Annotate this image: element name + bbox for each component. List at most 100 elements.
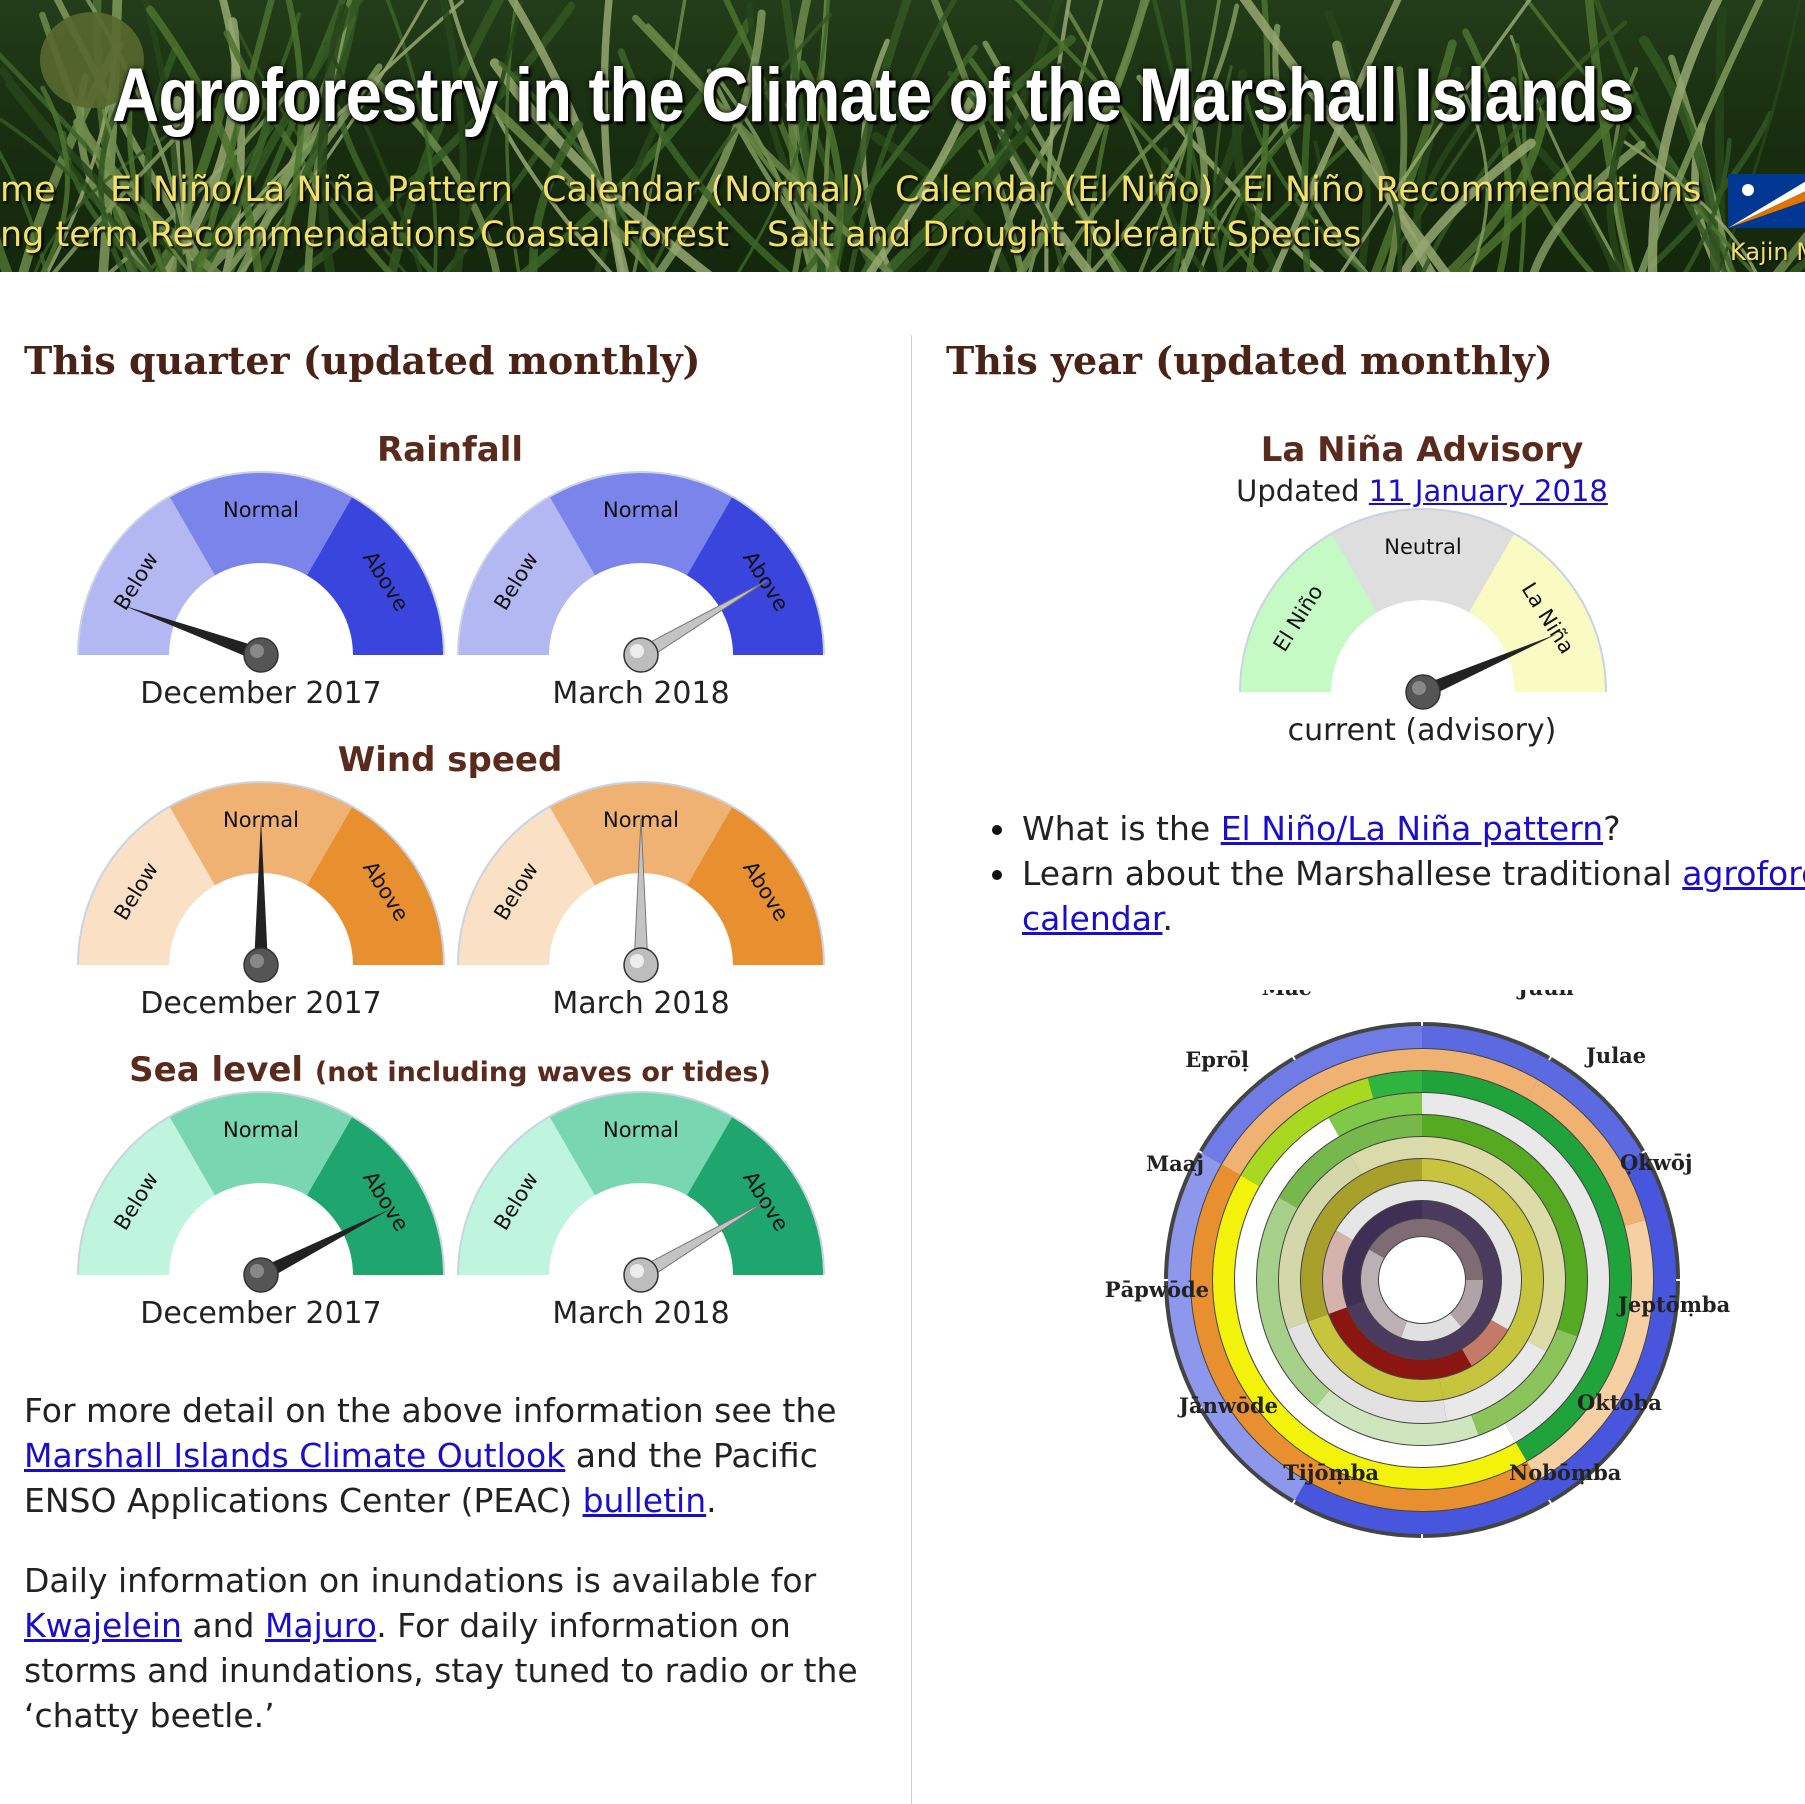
nav-link-salt-drought-species[interactable]: Salt and Drought Tolerant Species [767, 215, 1362, 255]
foliage-leaf [646, 23, 842, 272]
calendar-month-label: Māe [1262, 990, 1312, 1000]
climate-outlook-link[interactable]: Marshall Islands Climate Outlook [24, 1436, 566, 1475]
nav-link-calendar-el-nino[interactable]: Calendar (El Niño) [895, 170, 1214, 210]
foliage-leaf [222, 63, 383, 272]
calendar-month-label: Oktoba [1577, 1390, 1662, 1415]
sea-level-needle-hub-shine [630, 1264, 644, 1278]
rainfall-title: Rainfall [376, 430, 524, 470]
foliage-leaf [239, 0, 429, 272]
foliage-leaf [1635, 114, 1737, 272]
calendar-ring-4 [1422, 1093, 1609, 1442]
foliage-leaf [52, 107, 205, 272]
this-year-heading: This year (updated monthly) [946, 338, 1553, 383]
foliage-leaf [146, 5, 262, 272]
foliage-leaf [101, 108, 192, 272]
calendar-ring-9 [1347, 1301, 1422, 1359]
nav-link-calendar-normal[interactable]: Calendar (Normal) [542, 170, 865, 210]
para1-text-3: . [706, 1481, 717, 1520]
foliage-leaf [1242, 89, 1366, 272]
sea-level-segment-label: Normal [223, 1118, 299, 1142]
nav-link-long-term-recommendations[interactable]: ng term Recommendations [0, 215, 476, 255]
calendar-ring-7 [1422, 1159, 1543, 1400]
foliage-leaf [223, 29, 393, 272]
calendar-ring-6 [1350, 1137, 1422, 1175]
foliage-leaf [648, 12, 832, 272]
calendar-ring-8 [1323, 1230, 1353, 1314]
calendar-ring-2 [1527, 1220, 1653, 1481]
calendar-ring-5 [1257, 1197, 1330, 1407]
foliage-leaf [1462, 28, 1513, 272]
header-foliage-image [0, 0, 1805, 272]
inundation-paragraph: Daily information on inundations is avai… [24, 1558, 899, 1738]
calendar-month-tick [1194, 1148, 1203, 1154]
calendar-month-label: Jeptōṃba [1616, 1292, 1731, 1317]
calendar-ring-3 [1422, 1071, 1631, 1461]
calendar-ring-2 [1306, 1461, 1538, 1511]
wind-segment-below [459, 807, 595, 965]
calendar-ring-5 [1315, 1390, 1479, 1445]
calendar-ring-8 [1422, 1181, 1521, 1330]
foliage-leaf [593, 106, 667, 272]
sea-level-segment-normal [170, 1093, 352, 1196]
marshall-islands-flag-icon[interactable] [1728, 174, 1805, 228]
enso-pattern-link[interactable]: El Niño/La Niña pattern [1220, 809, 1604, 848]
calendar-month-tick [1290, 1499, 1296, 1508]
advisory-date-link[interactable]: 11 January 2018 [1368, 474, 1608, 508]
bullet2-suffix: . [1162, 899, 1173, 938]
foliage-leaf [317, 4, 349, 272]
rainfall-segment-label: Normal [223, 498, 299, 522]
bullet1-text: What is the [1022, 809, 1221, 848]
agroforestry-link[interactable]: agroforestry [1682, 854, 1805, 893]
language-label[interactable]: Kajin M [1730, 238, 1805, 266]
calendar-ring-8 [1462, 1320, 1508, 1366]
nav-link-home[interactable]: me [0, 170, 56, 210]
kwajelein-link[interactable]: Kwajelein [24, 1606, 182, 1645]
rainfall-heading: Rainfall [377, 430, 523, 470]
foliage-leaf [1044, 0, 1072, 272]
foliage-leaf [198, 117, 329, 272]
calendar-ring-5 [1279, 1115, 1422, 1208]
wind-caption-2: March 2018 [552, 986, 730, 1021]
foliage-leaf [1457, 81, 1489, 272]
peac-bulletin-link[interactable]: bulletin [582, 1481, 707, 1520]
calendar-ring-1 [1422, 1026, 1642, 1164]
sea-level-segment-normal [550, 1093, 732, 1196]
enso-segment-label: Neutral [1384, 535, 1462, 559]
sea-level-needle-hub-shine [250, 1264, 264, 1278]
foliage-leaf [73, 117, 223, 272]
advisory-updated-prefix: Updated [1236, 474, 1369, 508]
rainfall-needle [123, 605, 264, 662]
foliage-leaf [507, 0, 629, 272]
foliage-leaf [0, 67, 206, 272]
foliage-leaf [269, 0, 305, 272]
majuro-link[interactable]: Majuro [264, 1606, 377, 1645]
foliage-leaf [947, 70, 1065, 272]
advisory-title: La Niña Advisory [1260, 430, 1584, 470]
calendar-ring-5 [1471, 1329, 1578, 1436]
calendar-month-label: Ọkwōj [1620, 1150, 1693, 1175]
enso-segment-elnio [1241, 534, 1377, 692]
calendar-ring-2 [1191, 1164, 1317, 1481]
foliage-leaf [1381, 75, 1515, 272]
rainfall-segment-normal [170, 473, 352, 576]
foliage-leaf [1245, 0, 1271, 272]
calendar-ring-1 [1538, 1153, 1676, 1500]
foliage-leaf [464, 80, 661, 272]
rainfall-needle-hub-shine [250, 644, 264, 658]
site-header: Agroforestry in the Climate of the Marsh… [0, 0, 1805, 272]
nav-link-el-nino-recommendations[interactable]: El Niño Recommendations [1242, 170, 1702, 210]
calendar-ring-2 [1422, 1049, 1538, 1099]
calendar-ring-1 [1202, 1026, 1422, 1164]
nav-link-coastal-forest[interactable]: Coastal Forest [480, 215, 729, 255]
calendar-link[interactable]: calendar [1022, 899, 1163, 938]
rainfall-segment-below [79, 497, 215, 655]
foliage-leaf [1014, 0, 1259, 272]
nav-link-el-nino-la-nina-pattern[interactable]: El Niño/La Niña Pattern [110, 170, 513, 210]
foliage-leaf [926, 0, 1063, 272]
foliage-leaf [1271, 0, 1402, 272]
advisory-caption: current (advisory) [1287, 713, 1557, 748]
